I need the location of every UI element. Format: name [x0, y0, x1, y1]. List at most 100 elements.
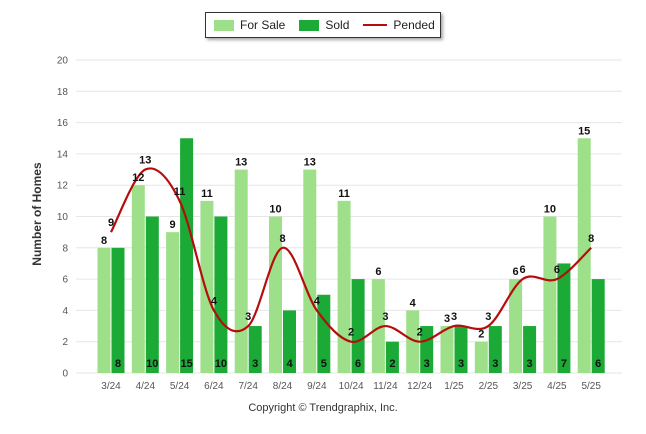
legend-item-pended[interactable]: Pended [363, 18, 435, 32]
data-label-sold: 3 [424, 358, 430, 370]
data-label-pended: 3 [451, 311, 457, 323]
data-label-pended: 6 [520, 264, 526, 276]
data-label-for-sale: 9 [170, 219, 176, 231]
data-label-pended: 8 [279, 233, 285, 245]
data-label-pended: 13 [139, 155, 151, 167]
y-tick-label: 20 [57, 56, 69, 67]
y-tick-label: 2 [62, 337, 68, 348]
bar-for-sale [269, 216, 282, 373]
bar-sold [214, 216, 228, 373]
data-label-for-sale: 3 [444, 313, 450, 325]
for-sale-swatch [214, 19, 234, 31]
axis-labels: 0 2 4 6 8 10 12 14 16 18 20 3/24 4/24 5/24 6/24 7/24 8/2… [57, 56, 601, 393]
data-label-pended: 11 [174, 186, 186, 198]
bar-sold [591, 279, 605, 373]
bars [97, 138, 605, 373]
x-tick-label: 4/24 [136, 381, 156, 392]
y-tick-label: 10 [57, 212, 69, 223]
y-axis-title: Number of Homes [30, 162, 44, 266]
bar-for-sale [440, 326, 454, 373]
data-label-for-sale: 13 [304, 157, 316, 169]
bar-sold [488, 326, 502, 373]
legend: For Sale Sold Pended [205, 12, 441, 38]
y-tick-label: 8 [62, 243, 68, 254]
data-label-for-sale: 11 [201, 188, 213, 200]
data-label-sold: 4 [286, 358, 293, 370]
x-tick-label: 10/24 [339, 381, 364, 392]
bar-for-sale [303, 169, 317, 373]
legend-label-for-sale: For Sale [240, 18, 286, 32]
bar-for-sale [509, 279, 523, 373]
data-label-sold: 3 [458, 358, 464, 370]
x-tick-label: 5/25 [581, 381, 601, 392]
data-label-for-sale: 10 [269, 204, 281, 216]
data-label-pended: 3 [485, 311, 491, 323]
x-tick-label: 11/24 [373, 381, 398, 392]
data-label-pended: 2 [348, 327, 354, 339]
legend-label-sold: Sold [325, 18, 350, 32]
data-label-pended: 3 [245, 311, 251, 323]
x-tick-label: 1/25 [444, 381, 464, 392]
data-label-sold: 10 [146, 358, 158, 370]
data-label-for-sale: 12 [132, 172, 144, 184]
x-tick-label: 3/25 [513, 381, 533, 392]
data-label-for-sale: 8 [101, 235, 107, 247]
bar-sold [454, 326, 468, 373]
data-labels: 8812109151110133104135116624333236310715… [101, 125, 601, 370]
y-tick-label: 12 [57, 181, 69, 192]
bar-for-sale [543, 216, 557, 373]
x-tick-label: 3/24 [101, 381, 121, 392]
y-tick-label: 14 [57, 149, 69, 160]
pended-swatch [363, 24, 388, 26]
data-label-pended: 3 [382, 311, 388, 323]
bar-sold [385, 341, 399, 373]
bar-for-sale [131, 185, 145, 373]
x-tick-label: 4/25 [547, 381, 567, 392]
bar-sold [111, 247, 125, 373]
x-tick-label: 7/24 [238, 381, 258, 392]
bar-sold [283, 310, 296, 373]
sold-swatch [299, 19, 320, 31]
x-tick-label: 2/25 [479, 381, 499, 392]
y-tick-label: 0 [62, 369, 68, 380]
x-tick-label: 6/24 [204, 381, 224, 392]
data-label-sold: 5 [321, 358, 327, 370]
data-label-for-sale: 6 [375, 266, 381, 278]
bar-for-sale [474, 341, 488, 373]
data-label-for-sale: 13 [235, 157, 247, 169]
x-tick-label: 8/24 [273, 381, 293, 392]
bar-sold [248, 326, 262, 373]
data-label-for-sale: 15 [578, 125, 590, 137]
data-label-sold: 3 [252, 358, 258, 370]
data-label-sold: 8 [115, 358, 121, 370]
data-label-pended: 2 [417, 327, 423, 339]
data-label-for-sale: 4 [410, 297, 417, 309]
data-label-pended: 9 [108, 217, 114, 229]
data-label-sold: 2 [389, 358, 395, 370]
bar-for-sale [234, 169, 248, 373]
data-label-sold: 7 [561, 358, 567, 370]
x-tick-label: 5/24 [170, 381, 190, 392]
data-label-pended: 4 [314, 295, 321, 307]
data-label-pended: 4 [211, 295, 218, 307]
data-label-sold: 15 [180, 358, 192, 370]
data-label-pended: 8 [588, 233, 594, 245]
data-label-sold: 3 [492, 358, 498, 370]
y-tick-label: 18 [57, 87, 69, 98]
bar-for-sale [200, 200, 214, 373]
data-label-sold: 3 [527, 358, 533, 370]
legend-item-sold[interactable]: Sold [299, 18, 349, 32]
bar-for-sale [406, 310, 420, 373]
bar-for-sale [337, 200, 351, 373]
legend-item-for-sale[interactable]: For Sale [214, 18, 285, 32]
data-label-for-sale: 11 [338, 188, 350, 200]
data-label-pended: 6 [554, 264, 560, 276]
bar-sold [145, 216, 159, 373]
data-label-for-sale: 10 [544, 204, 556, 216]
x-tick-label: 9/24 [307, 381, 327, 392]
copyright-text: Copyright © Trendgraphix, Inc. [248, 402, 398, 414]
data-label-for-sale: 6 [513, 266, 519, 278]
y-tick-label: 4 [62, 306, 68, 317]
data-label-sold: 10 [215, 358, 227, 370]
bar-for-sale [371, 279, 385, 373]
